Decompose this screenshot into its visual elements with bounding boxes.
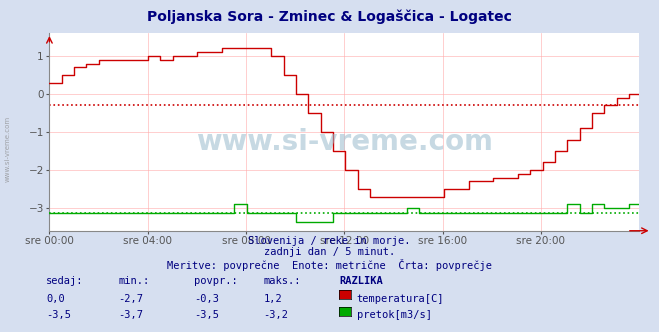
Text: RAZLIKA: RAZLIKA [339,276,383,286]
Text: Poljanska Sora - Zminec & Logaščica - Logatec: Poljanska Sora - Zminec & Logaščica - Lo… [147,10,512,25]
Text: Slovenija / reke in morje.: Slovenija / reke in morje. [248,236,411,246]
Text: zadnji dan / 5 minut.: zadnji dan / 5 minut. [264,247,395,257]
Text: -3,2: -3,2 [264,310,289,320]
Text: pretok[m3/s]: pretok[m3/s] [357,310,432,320]
Text: sedaj:: sedaj: [46,276,84,286]
Text: www.si-vreme.com: www.si-vreme.com [196,128,493,156]
Text: maks.:: maks.: [264,276,301,286]
Text: -3,5: -3,5 [194,310,219,320]
Text: temperatura[C]: temperatura[C] [357,294,444,304]
Text: -3,7: -3,7 [119,310,144,320]
Text: www.si-vreme.com: www.si-vreme.com [5,116,11,183]
Text: Meritve: povprečne  Enote: metrične  Črta: povprečje: Meritve: povprečne Enote: metrične Črta:… [167,259,492,271]
Text: min.:: min.: [119,276,150,286]
Text: -3,5: -3,5 [46,310,71,320]
Text: -0,3: -0,3 [194,294,219,304]
Text: -2,7: -2,7 [119,294,144,304]
Text: 1,2: 1,2 [264,294,282,304]
Text: povpr.:: povpr.: [194,276,238,286]
Text: 0,0: 0,0 [46,294,65,304]
